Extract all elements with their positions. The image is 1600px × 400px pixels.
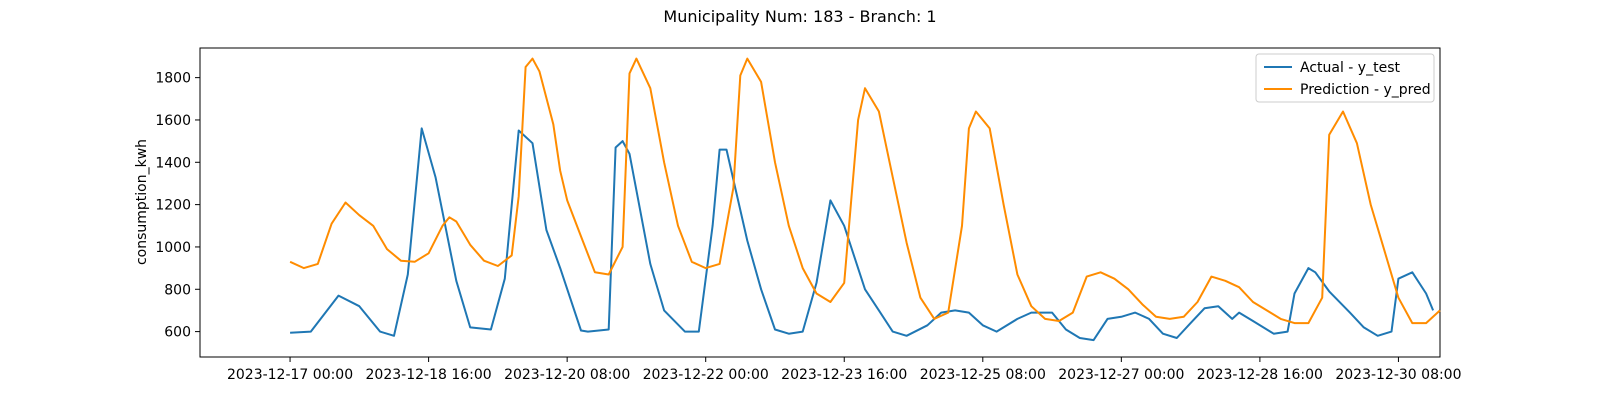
y-axis: 600 800 1000 1200 1400 1600 1800 xyxy=(155,71,200,341)
y-tick-label: 600 xyxy=(164,325,191,341)
x-tick-label: 2023-12-28 16:00 xyxy=(1197,367,1323,383)
legend-label-actual: Actual - y_test xyxy=(1300,60,1400,76)
x-tick-label: 2023-12-27 00:00 xyxy=(1058,367,1184,383)
legend-label-prediction: Prediction - y_pred xyxy=(1300,82,1431,98)
y-tick-label: 1000 xyxy=(155,240,191,256)
x-tick-label: 2023-12-22 00:00 xyxy=(643,367,769,383)
plot-area xyxy=(199,47,1441,358)
y-tick-label: 1400 xyxy=(155,155,191,171)
series-layer xyxy=(289,57,1441,342)
x-tick-label: 2023-12-18 16:00 xyxy=(366,367,492,383)
y-tick-label: 1800 xyxy=(155,71,191,87)
chart-title: Municipality Num: 183 - Branch: 1 xyxy=(663,7,936,26)
y-tick-label: 1600 xyxy=(155,113,191,129)
series-line-prediction xyxy=(289,57,1441,325)
x-tick-label: 2023-12-17 00:00 xyxy=(227,367,353,383)
x-tick-label: 2023-12-20 08:00 xyxy=(504,367,630,383)
x-tick-label: 2023-12-25 08:00 xyxy=(920,367,1046,383)
legend-box xyxy=(1255,53,1435,103)
x-tick-label: 2023-12-23 16:00 xyxy=(781,367,907,383)
x-axis: 2023-12-17 00:00 2023-12-18 16:00 2023-12-… xyxy=(227,357,1462,383)
y-tick-label: 800 xyxy=(164,282,191,298)
y-tick-label: 1200 xyxy=(155,198,191,214)
y-axis-label: consumption_kwh xyxy=(134,139,150,265)
x-tick-label: 2023-12-30 08:00 xyxy=(1335,367,1461,383)
legend: Actual - y_test Prediction - y_pred xyxy=(1255,53,1435,103)
series-line-actual xyxy=(290,127,1435,342)
